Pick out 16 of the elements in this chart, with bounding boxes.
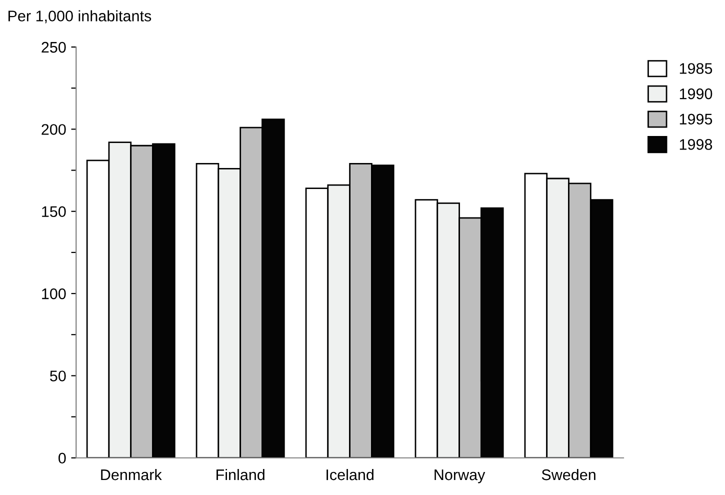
legend-label: 1995 xyxy=(680,114,712,125)
x-tick-label: Sweden xyxy=(542,468,596,480)
y-tick-label: 150 xyxy=(42,206,66,218)
x-tick-label: Finland xyxy=(216,468,264,480)
x-tick-label: Denmark xyxy=(101,468,162,480)
y-tick-label: 0 xyxy=(58,452,66,464)
y-tick-label: 200 xyxy=(42,124,66,135)
y-axis-title: Per 1,000 inhabitants xyxy=(8,10,152,24)
legend-label: 1998 xyxy=(680,139,712,150)
y-tick-label: 100 xyxy=(42,288,66,300)
legend-label: 1985 xyxy=(680,63,712,74)
y-tick-label: 250 xyxy=(42,42,66,53)
y-tick-label: 50 xyxy=(50,370,66,382)
x-tick-label: Norway xyxy=(434,470,486,484)
x-tick-label: Iceland xyxy=(326,468,374,480)
legend-label: 1990 xyxy=(680,88,712,100)
